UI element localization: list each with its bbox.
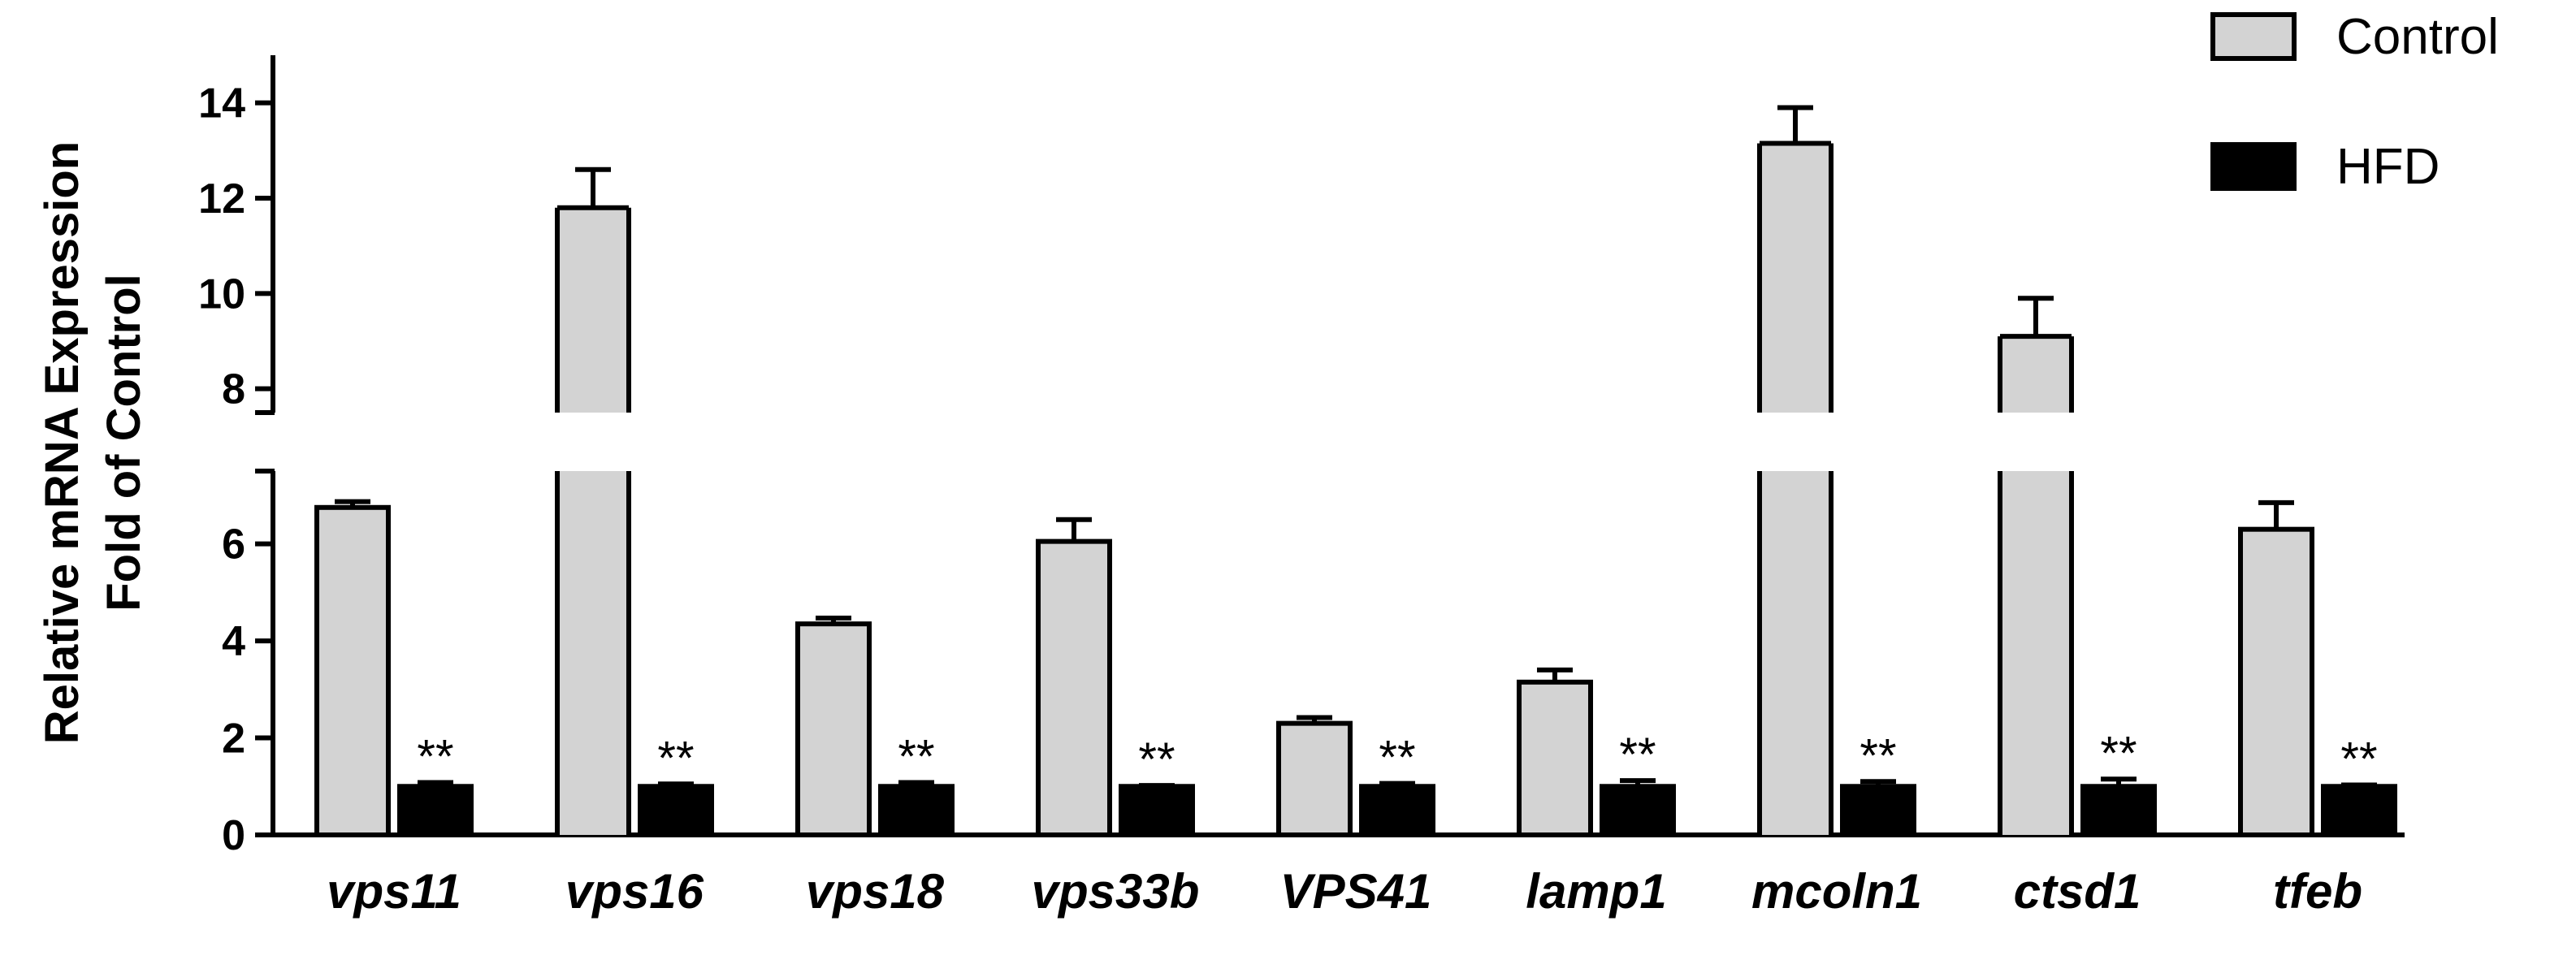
bar-hfd-tfeb	[2321, 784, 2397, 837]
x-tick-label-vps16: vps16	[565, 864, 704, 919]
significance-marker: **	[1619, 729, 1656, 781]
bar-control-lamp1	[1517, 679, 1593, 838]
bar-control-ctsd1-lower-segment	[2000, 471, 2072, 835]
x-tick-label-vps41: VPS41	[1280, 864, 1432, 919]
bar-hfd-vps16	[638, 784, 714, 837]
y-tick-label: 4	[222, 618, 245, 665]
significance-marker: **	[2340, 733, 2377, 785]
x-tick-label-vps18: vps18	[806, 864, 945, 919]
x-tick-label-vps33b: vps33b	[1032, 864, 1200, 919]
significance-marker: **	[2100, 727, 2137, 780]
significance-marker: **	[1138, 733, 1175, 786]
bar-control-vps18	[795, 621, 872, 837]
bar-control-mcoln1-upper-segment	[1760, 143, 1831, 413]
legend-swatch-hfd	[2210, 142, 2297, 191]
y-tick-label: 0	[222, 812, 245, 859]
bar-control-vps16-lower-segment	[557, 471, 629, 835]
bar-control-vps16-upper-segment	[557, 207, 629, 413]
bar-hfd-mcoln1	[1840, 784, 1916, 837]
bar-hfd-vps41	[1359, 784, 1435, 837]
bar-control-vps11	[314, 504, 391, 837]
significance-marker: **	[1379, 732, 1415, 785]
y-tick-label: 6	[222, 521, 245, 569]
bar-control-mcoln1-lower-segment	[1760, 471, 1831, 835]
y-axis-label-line2: Fold of Control	[97, 274, 150, 612]
legend-swatch-control	[2210, 12, 2297, 61]
bar-control-vps41	[1276, 720, 1353, 838]
legend-label-hfd: HFD	[2336, 139, 2440, 195]
bar-hfd-vps18	[878, 784, 955, 837]
x-tick-label-mcoln1: mcoln1	[1751, 864, 1922, 919]
legend-label-control: Control	[2336, 9, 2499, 65]
y-tick-label: 8	[222, 366, 245, 413]
significance-marker: **	[1859, 729, 1896, 782]
y-tick-label: 14	[198, 80, 245, 128]
y-tick-label: 2	[222, 716, 245, 763]
y-tick-label: 10	[198, 270, 245, 318]
significance-marker: **	[417, 730, 453, 783]
bar-hfd-vps33b	[1119, 784, 1195, 837]
y-axis-label-line1: Relative mRNA Expression	[36, 141, 89, 744]
bar-control-ctsd1-upper-segment	[2000, 336, 2072, 413]
significance-marker: **	[898, 730, 934, 783]
x-tick-label-ctsd1: ctsd1	[2014, 864, 2141, 919]
bar-control-tfeb	[2238, 526, 2314, 837]
bar-hfd-vps11	[397, 784, 474, 837]
x-tick-label-lamp1: lamp1	[1526, 864, 1666, 919]
x-tick-label-vps11: vps11	[327, 864, 461, 919]
bar-control-vps33b	[1036, 538, 1112, 837]
x-tick-label-tfeb: tfeb	[2273, 864, 2362, 919]
bar-hfd-ctsd1	[2080, 784, 2157, 837]
bar-hfd-lamp1	[1600, 784, 1676, 837]
significance-marker: **	[657, 732, 694, 785]
y-tick-label: 12	[198, 175, 245, 223]
